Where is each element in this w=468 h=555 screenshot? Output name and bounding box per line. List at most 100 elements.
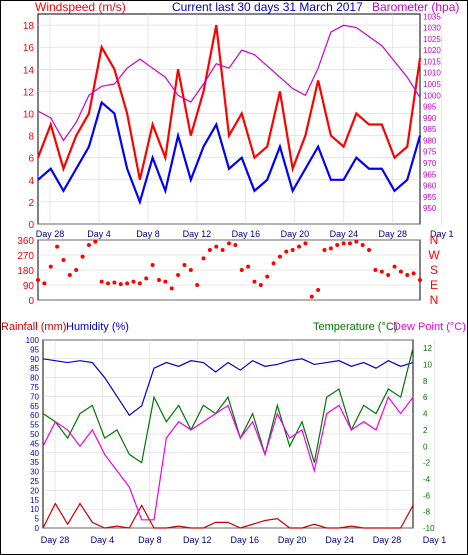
direction-point: [316, 288, 321, 292]
temperature-tick-label: 8: [423, 377, 428, 386]
direction-point: [335, 243, 340, 247]
direction-point: [379, 269, 384, 274]
barometer-tick-label: 1035: [423, 12, 441, 21]
rainfall-line: [42, 502, 414, 529]
direction-point: [405, 273, 410, 277]
direction-point: [112, 280, 117, 285]
compass-label: N: [430, 233, 439, 247]
wind-tick-label: 12: [23, 87, 35, 98]
direction-tick-label: 180: [17, 266, 34, 277]
climate-x-tick-label: Day 12: [183, 535, 212, 545]
barometer-tick-label: 985: [423, 125, 437, 134]
barometer-tick-label: 1030: [423, 24, 441, 33]
temperature-tick-label: -4: [423, 475, 431, 484]
humidity-tick-label: 55: [30, 421, 39, 430]
barometer-tick-label: 950: [423, 204, 437, 213]
direction-point: [386, 273, 391, 277]
humidity-tick-label: 10: [30, 505, 39, 514]
direction-point: [201, 256, 206, 261]
direction-point: [106, 281, 111, 286]
direction-point: [144, 276, 149, 281]
compass-label: S: [430, 263, 438, 277]
compass-label: W: [428, 248, 440, 262]
barometer-tick-label: 1025: [423, 35, 441, 44]
barometer-tick-label: 1005: [423, 80, 441, 89]
direction-point: [188, 268, 193, 272]
barometer-tick-label: 965: [423, 170, 437, 179]
wind-tick-label: 4: [28, 176, 34, 187]
wind-tick-label: 2: [28, 198, 34, 209]
direction-point: [227, 241, 231, 246]
direction-point: [367, 248, 372, 252]
direction-point: [67, 273, 72, 277]
barometer-tick-label: 970: [423, 159, 437, 168]
barometer-tick-label: 995: [423, 103, 437, 112]
direction-point: [36, 278, 40, 282]
humidity-tick-label: 85: [30, 364, 39, 373]
direction-point: [214, 244, 219, 249]
barometer-axis-title: Barometer (hpa): [372, 0, 459, 14]
direction-point: [137, 281, 142, 286]
temperature-tick-label: 0: [423, 442, 428, 451]
humidity-tick-label: 75: [30, 383, 39, 392]
climate-x-tick-label: Day 1: [423, 535, 447, 545]
wind-x-tick-label: Day 28: [379, 229, 408, 239]
direction-point: [284, 249, 289, 254]
wind-tick-label: 18: [23, 21, 35, 32]
temperature-tick-label: 6: [423, 393, 428, 402]
wind-average-line: [37, 100, 422, 206]
barometer-tick-label: 980: [423, 136, 437, 145]
direction-point: [150, 263, 155, 267]
direction-point: [322, 248, 327, 252]
wind-tick-label: 6: [28, 154, 34, 165]
barometer-tick-label: 975: [423, 148, 437, 157]
direction-point: [328, 246, 333, 251]
temperature-axis-title: Temperature (°C): [313, 321, 397, 333]
direction-point: [297, 244, 302, 249]
direction-point: [354, 239, 359, 244]
direction-point: [418, 278, 422, 282]
wind-x-tick-label: Day 12: [183, 229, 212, 239]
barometer-line: [37, 24, 421, 142]
wind-x-tick-label: Day 1: [430, 229, 454, 239]
direction-point: [80, 254, 85, 259]
barometer-tick-label: 1000: [423, 91, 441, 100]
humidity-tick-label: 0: [35, 524, 40, 533]
temperature-tick-label: 4: [423, 410, 428, 419]
direction-point: [398, 269, 403, 274]
windspeed-axis-title: Windspeed (m/s): [35, 0, 126, 14]
direction-point: [290, 248, 295, 252]
humidity-tick-label: 80: [30, 374, 39, 383]
climate-x-tick-label: Day 20: [278, 535, 307, 545]
barometer-tick-label: 1020: [423, 46, 441, 55]
humidity-tick-label: 15: [30, 496, 39, 505]
direction-tick-label: 270: [17, 251, 34, 262]
direction-point: [239, 268, 244, 272]
humidity-tick-label: 90: [30, 355, 39, 364]
climate-x-tick-label: Day 4: [91, 535, 115, 545]
humidity-tick-label: 40: [30, 449, 39, 458]
dewpoint-axis-title: Dew Point (°C): [393, 321, 466, 333]
humidity-tick-label: 60: [30, 411, 39, 420]
barometer-tick-label: 1015: [423, 57, 441, 66]
direction-tick-label: 90: [23, 281, 35, 292]
climate-x-tick-label: Day 16: [230, 535, 259, 545]
humidity-tick-label: 45: [30, 439, 39, 448]
direction-point: [309, 294, 314, 299]
humidity-tick-label: 95: [30, 345, 39, 354]
direction-point: [265, 274, 270, 279]
direction-tick-label: 0: [28, 296, 34, 307]
direction-point: [118, 282, 123, 287]
direction-point: [55, 244, 60, 249]
direction-point: [163, 279, 168, 284]
direction-point: [246, 264, 251, 269]
direction-point: [42, 281, 47, 286]
barometer-tick-label: 955: [423, 193, 437, 202]
direction-point: [360, 243, 365, 247]
rainfall-axis-title: Rainfall (mm): [1, 321, 66, 333]
humidity-tick-label: 35: [30, 458, 39, 467]
direction-point: [252, 279, 257, 284]
humidity-tick-label: 100: [26, 336, 40, 345]
direction-point: [125, 281, 130, 286]
